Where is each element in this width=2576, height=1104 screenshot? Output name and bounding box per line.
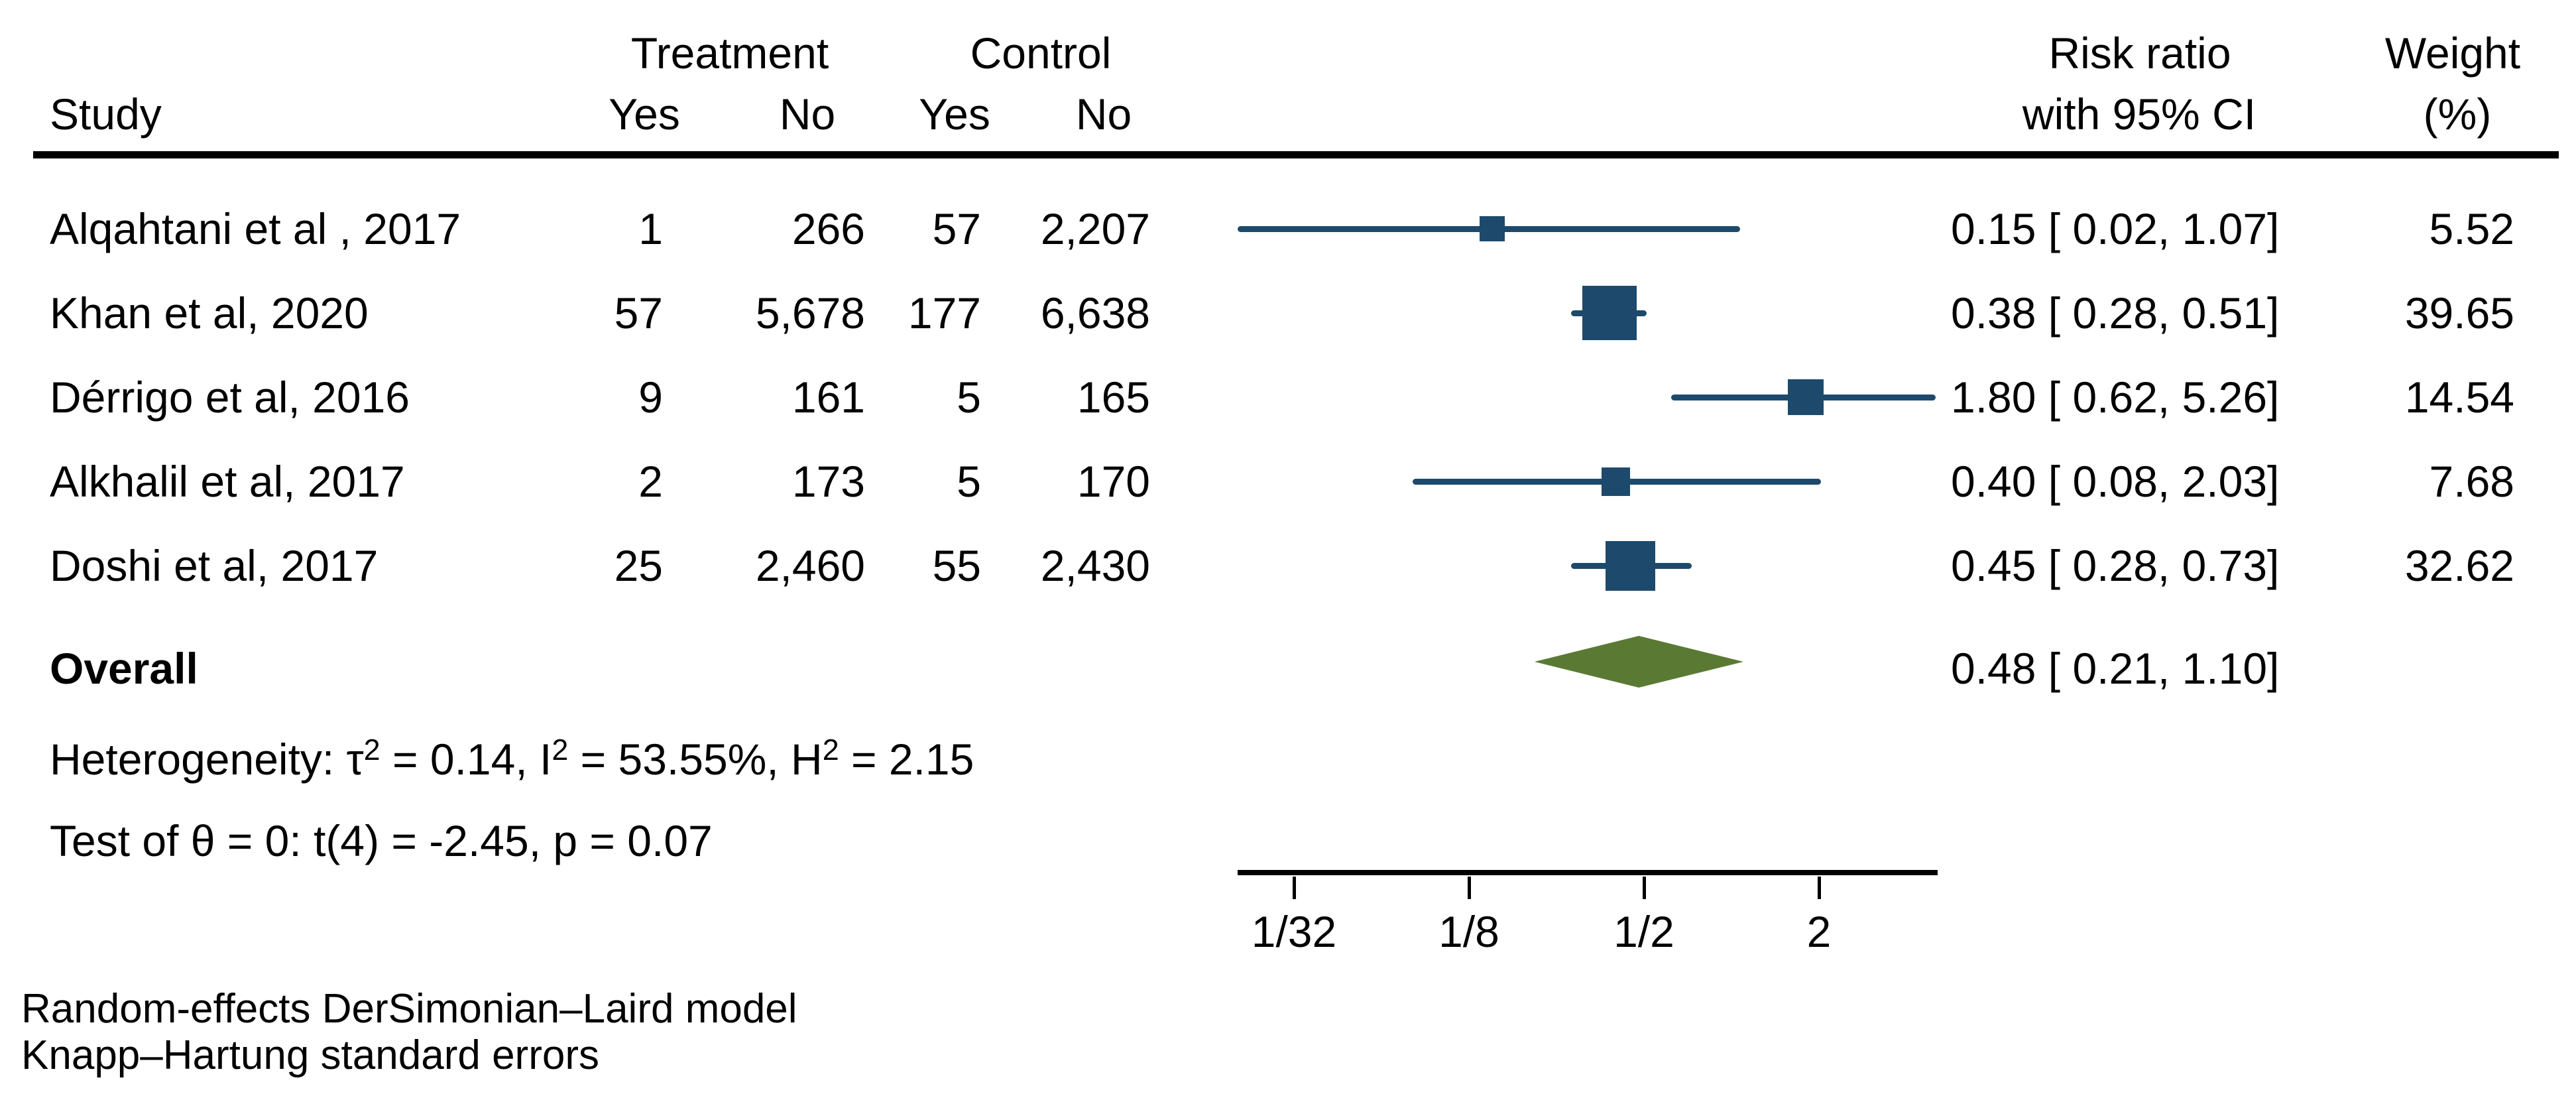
rr-ci-value: 0.40 [ 0.08, 2.03] [1951,457,2280,506]
study-name: Doshi et al, 2017 [50,541,379,590]
column-header-weight-line1: Weight [2384,29,2521,78]
treatment-no-value: 173 [791,457,865,506]
column-header-study: Study [50,90,162,139]
superscript: 2 [822,733,839,767]
footnote-se: Knapp–Hartung standard errors [21,1032,599,1078]
column-header-treatment-yes: Yes [609,90,680,139]
rr-ci-value: 0.38 [ 0.28, 0.51] [1951,288,2280,337]
control-no-value: 165 [1077,373,1150,422]
x-axis-tick-label: 2 [1806,907,1832,956]
treatment-yes-value: 1 [638,204,663,253]
control-no-value: 2,207 [1040,204,1150,253]
column-header-effect-line1: Risk ratio [2048,29,2231,78]
study-name: Alkhalil et al, 2017 [50,457,405,506]
treatment-no-value: 2,460 [755,541,865,590]
superscript: 2 [363,733,381,767]
superscript: 2 [552,733,569,767]
x-axis-tick [1467,877,1471,899]
control-yes-value: 5 [957,373,981,422]
heterogeneity-text: Heterogeneity: τ2 = 0.14, I2 = 53.55%, H… [50,729,974,789]
overall-rr-ci: 0.48 [ 0.21, 1.10] [1951,644,2280,693]
weight-value: 7.68 [2429,457,2514,506]
x-axis-line [1238,870,1938,875]
rr-ci-value: 0.45 [ 0.28, 0.73] [1951,541,2280,590]
heterogeneity-segment: = 0.14, I [380,735,552,784]
control-yes-value: 55 [932,541,981,590]
heterogeneity-segment: = 53.55%, H [568,735,823,784]
x-axis-tick-label: 1/8 [1438,907,1499,956]
weight-value: 32.62 [2404,541,2514,590]
treatment-yes-value: 2 [638,457,663,506]
treatment-yes-value: 9 [638,373,663,422]
header-rule [33,151,2559,158]
effect-marker [1788,379,1824,415]
column-header-control-yes: Yes [919,90,990,139]
study-name: Dérrigo et al, 2016 [50,373,410,422]
footnote-model: Random-effects DerSimonian–Laird model [21,986,797,1032]
heterogeneity-segment: = 2.15 [839,735,974,784]
control-no-value: 6,638 [1040,288,1150,337]
column-header-weight-line2: (%) [2423,90,2492,139]
treatment-no-value: 5,678 [755,288,865,337]
weight-value: 14.54 [2404,373,2514,422]
weight-value: 5.52 [2429,204,2514,253]
x-axis-tick [1642,877,1646,899]
treatment-no-value: 161 [791,373,865,422]
effect-marker [1606,541,1655,591]
x-axis-tick-label: 1/2 [1613,907,1674,956]
column-header-control-group: Control [970,29,1112,78]
effect-marker [1602,467,1630,496]
test-of-theta-text: Test of θ = 0: t(4) = -2.45, p = 0.07 [50,816,713,865]
control-yes-value: 5 [957,457,981,506]
rr-ci-value: 1.80 [ 0.62, 5.26] [1951,373,2280,422]
treatment-yes-value: 25 [614,541,663,590]
treatment-yes-value: 57 [614,288,663,337]
column-header-control-no: No [1075,90,1132,139]
column-header-treatment-no: No [779,90,836,139]
control-yes-value: 57 [932,204,981,253]
control-yes-value: 177 [907,288,981,337]
weight-value: 39.65 [2404,288,2514,337]
x-axis-tick-label: 1/32 [1251,907,1337,956]
treatment-no-value: 266 [791,204,865,253]
column-header-treatment-group: Treatment [630,29,829,78]
study-name: Khan et al, 2020 [50,288,369,337]
x-axis-tick [1817,877,1821,899]
overall-diamond [1534,636,1744,688]
effect-marker [1480,216,1505,241]
study-name: Alqahtani et al , 2017 [50,204,461,253]
x-axis-tick [1292,877,1296,899]
column-header-effect-line2: with 95% CI [2022,90,2256,139]
heterogeneity-segment: Heterogeneity: τ [50,735,364,784]
overall-label: Overall [50,644,198,693]
effect-marker [1582,286,1637,340]
rr-ci-value: 0.15 [ 0.02, 1.07] [1951,204,2280,253]
control-no-value: 2,430 [1040,541,1150,590]
control-no-value: 170 [1077,457,1150,506]
